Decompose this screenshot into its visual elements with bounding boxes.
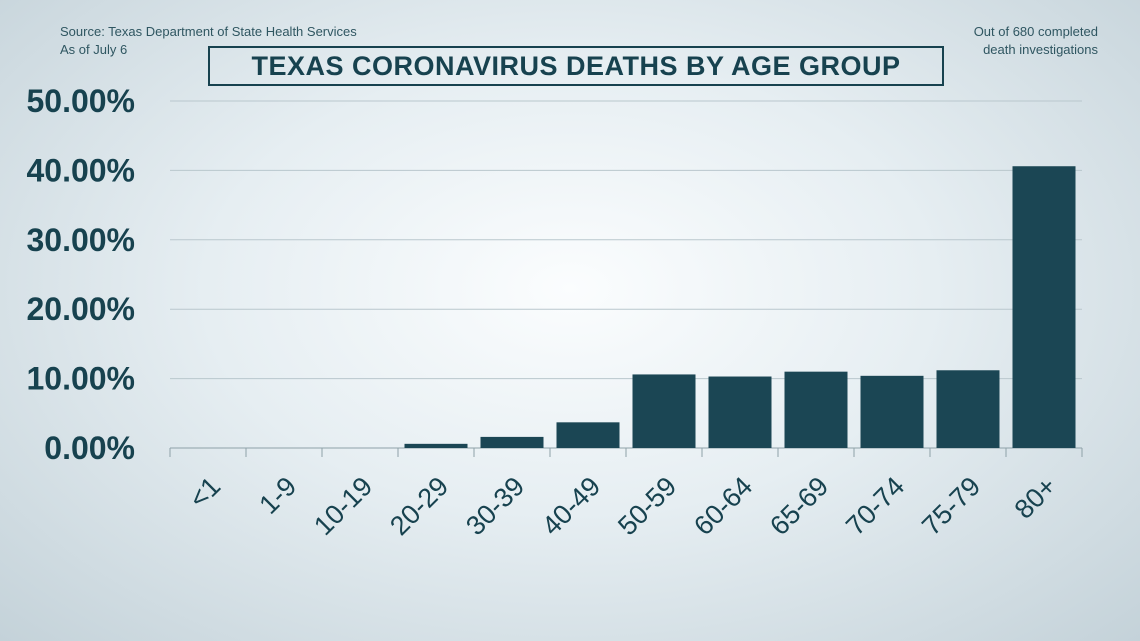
y-tick-label: 50.00% [26,83,135,119]
bar [480,436,544,448]
chart-title: TEXAS CORONAVIRUS DEATHS BY AGE GROUP [251,50,901,81]
as-of-date: As of July 6 [60,42,128,57]
x-tick-label: 50-59 [612,471,682,541]
gridlines [169,100,1083,457]
sample-note-line2: death investigations [983,42,1098,57]
y-tick-label: 20.00% [26,291,135,327]
x-tick-label: <1 [183,471,226,514]
x-tick-label: 20-29 [384,471,454,541]
x-tick-label: 75-79 [916,471,986,541]
y-tick-label: 40.00% [26,152,135,188]
x-tick-label: 40-49 [536,471,606,541]
sample-note-line1: Out of 680 completed [973,24,1098,39]
y-tick-label: 0.00% [44,430,135,466]
x-tick-label: 30-39 [460,471,530,541]
x-tick-label: 60-64 [688,471,758,541]
sample-note: Out of 680 completed death investigation… [974,23,1098,59]
x-tick-label: 1-9 [253,471,302,520]
y-tick-label: 10.00% [26,361,135,397]
source-note: Source: Texas Department of State Health… [60,23,357,59]
bars [404,166,1076,448]
bar [708,376,772,448]
bar [556,422,620,448]
bar [1012,166,1076,448]
bar [860,375,924,448]
y-tick-label: 30.00% [26,222,135,258]
y-axis-tick-labels: 0.00% 10.00% 20.00% 30.00% 40.00% 50.00% [26,83,135,466]
x-axis-tick-labels: <1 1-9 10-19 20-29 30-39 40-49 50-59 60-64 65-69… [183,471,1062,541]
bar [784,371,848,448]
bar [404,443,468,448]
x-tick-label: 70-74 [840,471,910,541]
x-tick-label: 80+ [1009,471,1063,525]
x-tick-label: 10-19 [308,471,378,541]
x-tick-label: 65-69 [764,471,834,541]
chart-title-box: TEXAS CORONAVIRUS DEATHS BY AGE GROUP [208,46,944,86]
bar [632,374,696,448]
source-line: Source: Texas Department of State Health… [60,24,357,39]
bar [936,370,1000,448]
